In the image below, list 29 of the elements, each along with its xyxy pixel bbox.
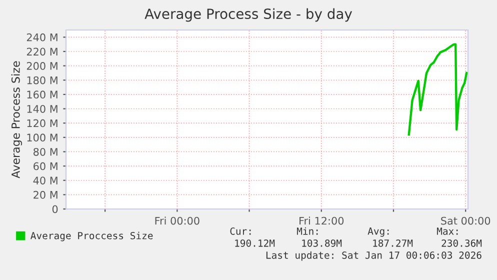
text: Min: xyxy=(296,227,318,235)
x-tick-label: Fri 12:00 xyxy=(300,216,344,225)
text: 187.27M xyxy=(373,239,413,247)
y-tick-label: 100 M xyxy=(27,134,58,142)
y-tick-label: 160 M xyxy=(27,90,58,99)
y-tick-label: 0 xyxy=(52,205,58,214)
text: 103.89M xyxy=(302,239,342,247)
text: Cur: xyxy=(230,227,251,235)
y-tick-label: 140 M xyxy=(27,104,58,113)
text: Last update: Sat Jan 17 00:06:03 2026 xyxy=(266,251,482,261)
y-tick-label: 180 M xyxy=(27,76,58,84)
text: Max: xyxy=(436,228,458,235)
y-axis-title: Average Process Size xyxy=(11,61,22,178)
y-tick-label: 120 M xyxy=(27,119,58,128)
y-tick-label: 80 M xyxy=(34,148,58,156)
y-tick-label: 200 M xyxy=(26,62,58,70)
legend-label: Average Proccess Size xyxy=(30,232,153,242)
y-tick-label: 220 M xyxy=(26,48,58,56)
y-tick-label: 40 M xyxy=(33,176,58,184)
chart-title: Average Process Size - by day xyxy=(144,8,352,22)
text: Avg: xyxy=(368,228,389,237)
text: 190.12M xyxy=(235,239,275,247)
text: 230.36M xyxy=(442,239,482,247)
line-series xyxy=(408,43,468,136)
y-tick-label: 20 M xyxy=(34,190,58,199)
x-tick-label: Sat 00:00 xyxy=(441,216,490,225)
x-tick-label: Fri 00:00 xyxy=(155,216,200,225)
y-tick-label: 60 M xyxy=(34,162,58,170)
y-tick-label: 240 M xyxy=(26,33,58,42)
